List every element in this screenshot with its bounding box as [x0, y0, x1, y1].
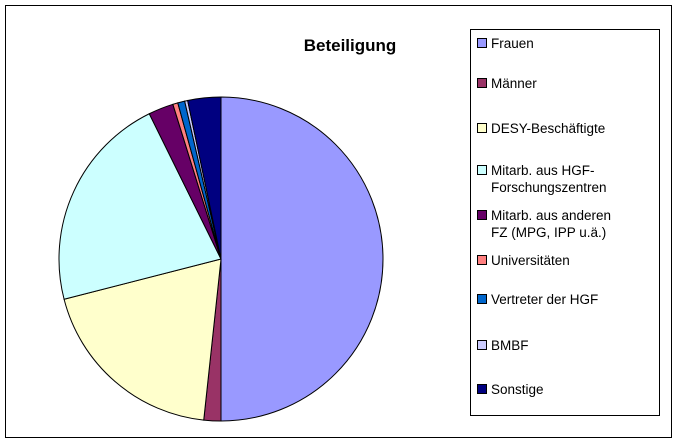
pie-slice	[58, 113, 222, 300]
legend-label: Mitarb. aus HGF-Forschungszentren	[491, 163, 607, 195]
legend-swatch	[477, 255, 487, 265]
legend: Frauen Männer DESY-Beschäftigte Mitarb. aus…	[470, 29, 660, 416]
legend-swatch	[477, 38, 487, 48]
legend-label: Universitäten	[491, 253, 570, 268]
legend-label: DESY-Beschäftigte	[491, 121, 606, 136]
legend-swatch	[477, 294, 487, 304]
legend-label: Mitarb. aus anderen FZ (MPG, IPP u.ä.)	[491, 208, 612, 240]
chart-frame	[5, 5, 672, 438]
legend-label: Frauen	[491, 36, 534, 51]
legend-swatch	[477, 384, 487, 394]
legend-label: BMBF	[491, 338, 529, 353]
pie-slice	[220, 96, 384, 422]
legend-swatch	[477, 165, 487, 175]
legend-label: Männer	[491, 76, 537, 91]
pie-slice	[63, 258, 222, 421]
legend-swatch	[477, 123, 487, 133]
legend-label: Sonstige	[491, 382, 544, 397]
legend-swatch	[477, 340, 487, 350]
legend-swatch	[477, 210, 487, 220]
pie-slice	[187, 96, 222, 260]
legend-label: Vertreter der HGF	[491, 292, 599, 307]
legend-swatch	[477, 78, 487, 88]
chart-title: Beteiligung	[303, 36, 397, 55]
